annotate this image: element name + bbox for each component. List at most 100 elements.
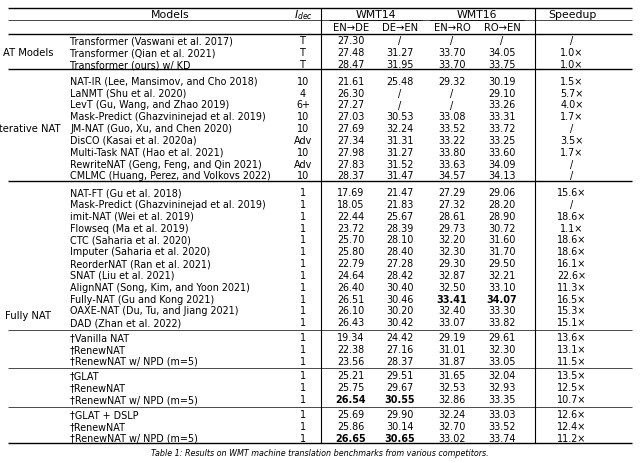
Text: Transformer (Qian et al. 2021): Transformer (Qian et al. 2021) [70,48,216,58]
Text: 28.61: 28.61 [438,212,466,221]
Text: 4: 4 [300,88,306,99]
Text: 27.48: 27.48 [337,48,365,58]
Text: DE→EN: DE→EN [382,23,418,33]
Text: Flowseq (Ma et al. 2019): Flowseq (Ma et al. 2019) [70,223,189,233]
Text: LaNMT (Shu et al. 2020): LaNMT (Shu et al. 2020) [70,88,186,99]
Text: 26.65: 26.65 [336,432,366,443]
Text: 33.26: 33.26 [488,100,516,110]
Text: 31.60: 31.60 [488,235,516,245]
Text: 33.35: 33.35 [488,394,516,404]
Text: 1: 1 [300,200,306,210]
Text: 21.47: 21.47 [387,188,413,198]
Text: Table 1: Results on WMT machine translation benchmarks from various competitors.: Table 1: Results on WMT machine translat… [151,449,489,457]
Text: 25.75: 25.75 [337,382,365,393]
Text: 23.56: 23.56 [337,356,365,366]
Text: 1: 1 [300,212,306,221]
Text: 19.34: 19.34 [337,332,365,342]
Text: 1: 1 [300,270,306,281]
Text: 27.30: 27.30 [337,36,365,46]
Text: 1: 1 [300,318,306,327]
Text: 34.07: 34.07 [486,294,517,304]
Text: 32.93: 32.93 [488,382,516,393]
Text: WMT14: WMT14 [355,10,396,20]
Text: Models: Models [150,10,189,20]
Text: 13.5×: 13.5× [557,371,587,381]
Text: 28.39: 28.39 [387,223,413,233]
Text: 27.32: 27.32 [438,200,466,210]
Text: †RenewNAT: †RenewNAT [70,344,126,354]
Text: 27.34: 27.34 [337,136,365,146]
Text: /: / [398,100,402,110]
Text: 25.80: 25.80 [337,247,365,257]
Text: 33.52: 33.52 [438,124,466,134]
Text: 31.47: 31.47 [387,171,413,181]
Text: 1: 1 [300,294,306,304]
Text: T: T [300,36,306,46]
Text: 31.01: 31.01 [438,344,466,354]
Text: Iterative NAT: Iterative NAT [0,124,60,134]
Text: 30.65: 30.65 [385,432,415,443]
Text: ReorderNAT (Ran et al. 2021): ReorderNAT (Ran et al. 2021) [70,258,211,269]
Text: Imputer (Saharia et al. 2020): Imputer (Saharia et al. 2020) [70,247,211,257]
Text: 33.72: 33.72 [488,124,516,134]
Text: 31.87: 31.87 [438,356,466,366]
Text: 32.40: 32.40 [438,306,466,316]
Text: 1: 1 [300,258,306,269]
Text: /: / [570,124,573,134]
Text: 1.0×: 1.0× [560,48,584,58]
Text: 1: 1 [300,344,306,354]
Text: 33.60: 33.60 [488,147,516,157]
Text: NAT-FT (Gu et al. 2018): NAT-FT (Gu et al. 2018) [70,188,182,198]
Text: 15.6×: 15.6× [557,188,587,198]
Text: 21.61: 21.61 [337,77,365,87]
Text: LevT (Gu, Wang, and Zhao 2019): LevT (Gu, Wang, and Zhao 2019) [70,100,229,110]
Text: 29.19: 29.19 [438,332,466,342]
Text: 16.1×: 16.1× [557,258,587,269]
Text: /: / [500,36,504,46]
Text: /: / [570,200,573,210]
Text: 32.70: 32.70 [438,421,466,431]
Text: 13.1×: 13.1× [557,344,587,354]
Text: 10.7×: 10.7× [557,394,587,404]
Text: CTC (Saharia et al. 2020): CTC (Saharia et al. 2020) [70,235,191,245]
Text: 28.47: 28.47 [337,60,365,70]
Text: 29.50: 29.50 [488,258,516,269]
Text: 26.40: 26.40 [337,282,365,292]
Text: 16.5×: 16.5× [557,294,587,304]
Text: Transformer (Vaswani et al. 2017): Transformer (Vaswani et al. 2017) [70,36,233,46]
Text: 34.57: 34.57 [438,171,466,181]
Text: /: / [398,88,402,99]
Text: 33.05: 33.05 [488,356,516,366]
Text: AlignNAT (Song, Kim, and Yoon 2021): AlignNAT (Song, Kim, and Yoon 2021) [70,282,250,292]
Text: 33.08: 33.08 [438,112,466,122]
Text: 4.0×: 4.0× [560,100,584,110]
Text: 28.40: 28.40 [387,247,413,257]
Text: 21.83: 21.83 [387,200,413,210]
Text: 27.98: 27.98 [337,147,365,157]
Text: 32.50: 32.50 [438,282,466,292]
Text: 29.30: 29.30 [438,258,466,269]
Text: 18.6×: 18.6× [557,212,587,221]
Text: /: / [451,36,454,46]
Text: WMT16: WMT16 [457,10,497,20]
Text: Transformer (ours) w/ KD: Transformer (ours) w/ KD [70,60,191,70]
Text: 25.48: 25.48 [387,77,413,87]
Text: JM-NAT (Guo, Xu, and Chen 2020): JM-NAT (Guo, Xu, and Chen 2020) [70,124,232,134]
Text: 33.31: 33.31 [488,112,516,122]
Text: 29.51: 29.51 [387,371,413,381]
Text: 32.53: 32.53 [438,382,466,393]
Text: 1: 1 [300,235,306,245]
Text: 10: 10 [297,77,309,87]
Text: 30.40: 30.40 [387,282,413,292]
Text: 1.5×: 1.5× [560,77,584,87]
Text: 29.32: 29.32 [438,77,466,87]
Text: 25.69: 25.69 [337,409,365,419]
Text: 30.53: 30.53 [387,112,413,122]
Text: Fully NAT: Fully NAT [5,310,51,320]
Text: †GLAT: †GLAT [70,371,100,381]
Text: imit-NAT (Wei et al. 2019): imit-NAT (Wei et al. 2019) [70,212,194,221]
Text: T: T [300,48,306,58]
Text: /: / [451,100,454,110]
Text: /: / [570,159,573,169]
Text: 15.3×: 15.3× [557,306,587,316]
